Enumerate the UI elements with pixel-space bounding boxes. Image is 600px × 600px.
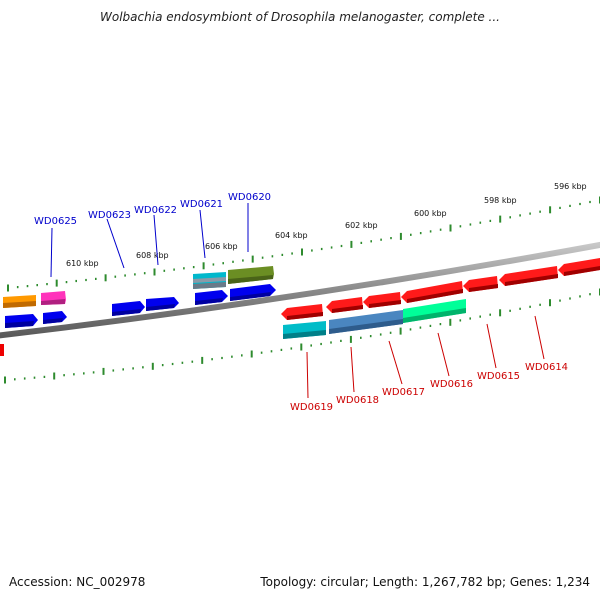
outer-ruler bbox=[7, 196, 600, 292]
gene-arrow-blue-3[interactable] bbox=[112, 301, 145, 316]
gene-label-wd0614[interactable]: WD0614 bbox=[525, 362, 568, 373]
kbp-label-604: 604 kbp bbox=[275, 231, 308, 240]
gene-label-wd0616[interactable]: WD0616 bbox=[430, 379, 473, 390]
gene-arrow-blue-4[interactable] bbox=[146, 297, 179, 311]
kbp-label-598: 598 kbp bbox=[484, 196, 517, 205]
gene-label-wd0621[interactable]: WD0621 bbox=[180, 199, 223, 210]
reverse-gene-labels: WD0619 WD0618 WD0617 WD0616 WD0615 WD061… bbox=[290, 315, 568, 413]
gene-label-wd0617[interactable]: WD0617 bbox=[382, 387, 425, 398]
gene-arrow-blue-1[interactable] bbox=[5, 314, 38, 328]
kbp-label-602: 602 kbp bbox=[345, 221, 378, 230]
gene-arrow-blue-6[interactable] bbox=[230, 284, 276, 301]
gene-label-wd0625[interactable]: WD0625 bbox=[34, 216, 77, 227]
gene-arrow-wd0619[interactable] bbox=[283, 321, 326, 339]
genome-backbone bbox=[0, 241, 600, 339]
gene-arrow-magenta[interactable] bbox=[41, 291, 66, 305]
gene-arrow-red-3[interactable] bbox=[363, 292, 401, 308]
kbp-label-610: 610 kbp bbox=[66, 259, 99, 268]
forward-inner-row bbox=[5, 284, 276, 328]
genome-summary-text: Topology: circular; Length: 1,267,782 bp… bbox=[260, 575, 590, 589]
gene-label-wd0623[interactable]: WD0623 bbox=[88, 210, 131, 221]
forward-outer-row bbox=[3, 266, 274, 308]
kbp-label-606: 606 kbp bbox=[205, 242, 238, 251]
gene-arrow-blue-5[interactable] bbox=[195, 290, 228, 305]
gene-arrow-wd0617[interactable] bbox=[403, 299, 466, 323]
reverse-inner-row bbox=[0, 258, 600, 356]
gene-label-wd0622[interactable]: WD0622 bbox=[134, 205, 177, 216]
gene-arrow-red-left[interactable] bbox=[0, 344, 4, 356]
gene-label-wd0619[interactable]: WD0619 bbox=[290, 402, 333, 413]
gene-arrow-red-5[interactable] bbox=[463, 276, 498, 292]
forward-gene-labels: WD0625 WD0623 WD0622 WD0621 WD0620 bbox=[34, 192, 271, 278]
gene-arrow-blue-2[interactable] bbox=[43, 311, 67, 324]
gene-arrow-wd0621[interactable] bbox=[193, 272, 226, 289]
kbp-label-600: 600 kbp bbox=[414, 209, 447, 218]
gene-label-wd0615[interactable]: WD0615 bbox=[477, 371, 520, 382]
reverse-outer-row bbox=[283, 299, 466, 339]
gene-arrow-red-6[interactable] bbox=[499, 266, 558, 286]
page-title: Wolbachia endosymbiont of Drosophila mel… bbox=[100, 10, 500, 24]
gene-label-wd0620[interactable]: WD0620 bbox=[228, 192, 271, 203]
gene-arrow-orange[interactable] bbox=[3, 295, 36, 308]
gene-arrow-red-4[interactable] bbox=[401, 281, 463, 303]
inner-ruler bbox=[4, 288, 600, 384]
kbp-label-596: 596 kbp bbox=[554, 182, 587, 191]
gene-arrow-wd0618[interactable] bbox=[329, 310, 403, 334]
ruler-labels: 610 kbp 608 kbp 606 kbp 604 kbp 602 kbp … bbox=[66, 182, 587, 268]
kbp-label-608: 608 kbp bbox=[136, 251, 169, 260]
gene-label-wd0618[interactable]: WD0618 bbox=[336, 395, 379, 406]
gene-arrow-red-2[interactable] bbox=[326, 297, 363, 313]
gene-arrow-wd0620[interactable] bbox=[228, 266, 274, 284]
gene-arrow-red-7[interactable] bbox=[558, 258, 600, 276]
gene-arrow-red-1[interactable] bbox=[281, 304, 323, 320]
accession-text: Accession: NC_002978 bbox=[9, 575, 146, 589]
